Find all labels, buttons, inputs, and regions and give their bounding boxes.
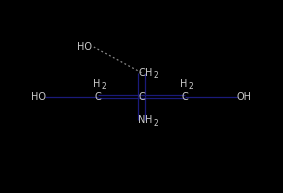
Text: 2: 2	[189, 81, 194, 91]
Text: HO: HO	[78, 42, 93, 52]
Text: OH: OH	[237, 91, 252, 102]
Text: H: H	[93, 79, 100, 89]
Text: C: C	[182, 91, 188, 102]
Text: H: H	[145, 115, 152, 125]
Text: C: C	[138, 91, 145, 102]
Text: H: H	[180, 79, 187, 89]
Text: 2: 2	[154, 119, 158, 128]
Text: H: H	[145, 68, 152, 78]
Text: 2: 2	[102, 81, 107, 91]
Text: C: C	[138, 68, 145, 78]
Text: HO: HO	[31, 91, 46, 102]
Text: C: C	[95, 91, 101, 102]
Text: N: N	[138, 115, 145, 125]
Text: 2: 2	[154, 71, 158, 80]
